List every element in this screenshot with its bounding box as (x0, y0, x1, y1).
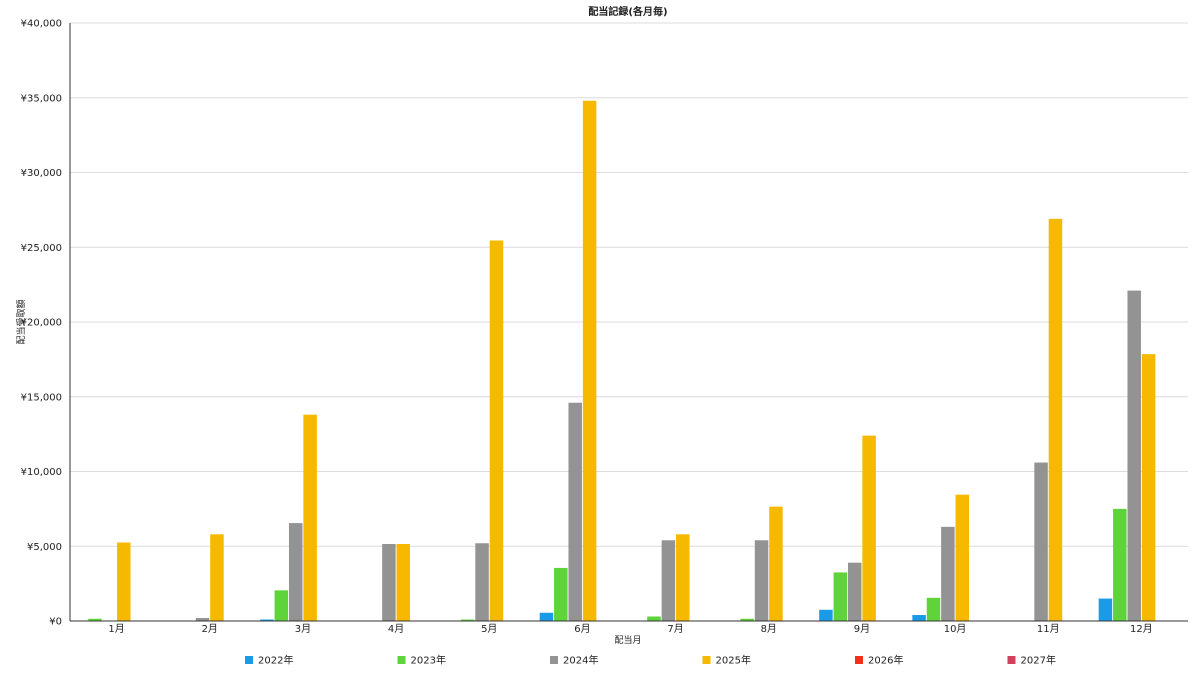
x-tick-label: 5月 (481, 623, 497, 635)
x-tick-label: 10月 (944, 623, 967, 635)
legend-swatch (855, 656, 863, 664)
bar (260, 619, 274, 621)
bar (955, 494, 970, 621)
bar (847, 562, 862, 621)
y-tick-labels: ¥0 ¥5,000 ¥10,000 ¥15,000 ¥20,000 ¥25,000 ¥30,… (21, 19, 62, 628)
x-tick-label: 1月 (108, 623, 124, 635)
bar (274, 590, 289, 621)
y-tick-label: ¥30,000 (21, 168, 62, 179)
x-tick-label: 7月 (667, 623, 683, 635)
bar (396, 544, 411, 621)
legend-label: 2024年 (563, 654, 598, 667)
legend-swatch (702, 656, 711, 664)
bar (568, 402, 582, 621)
bar (195, 618, 210, 621)
y-tick-label: ¥10,000 (21, 467, 62, 478)
bar (676, 534, 690, 621)
legend-label: 2022年 (258, 654, 293, 667)
bar (382, 544, 396, 621)
bar (1034, 462, 1048, 621)
bar (862, 435, 876, 621)
bar (941, 526, 955, 621)
x-axis-title: 配当月 (614, 634, 641, 646)
bar (1141, 354, 1156, 621)
y-tick-label: ¥20,000 (21, 318, 62, 329)
grid-lines (70, 22, 1188, 547)
bar (489, 240, 504, 621)
x-tick-labels: 1月 2月 3月 4月 5月 6月 7月 8月 9月 10月 11月 12月 (108, 623, 1152, 635)
legend-swatch (1007, 656, 1016, 664)
bar (117, 542, 131, 621)
legend-label: 2025年 (716, 654, 751, 667)
bar (647, 616, 661, 621)
bar (754, 540, 769, 621)
bar (88, 618, 102, 621)
legend: 2022年 2023年 2024年 2025年 2026年 2027年 (245, 654, 1056, 667)
bars (88, 100, 1156, 622)
x-tick-label: 8月 (761, 623, 777, 635)
bar (819, 609, 833, 621)
x-tick-label: 3月 (295, 623, 311, 635)
bar (539, 612, 554, 621)
bar (1127, 290, 1141, 621)
bar (912, 615, 926, 621)
bar (1113, 508, 1127, 621)
legend-swatch (397, 656, 406, 664)
legend-swatch (550, 656, 558, 664)
y-tick-label: ¥40,000 (21, 19, 62, 30)
chart-title: 配当記録(各月毎) (588, 5, 667, 18)
bar (661, 540, 676, 621)
bar (833, 572, 848, 621)
y-tick-label: ¥35,000 (21, 93, 62, 104)
y-tick-label: ¥25,000 (21, 243, 62, 254)
y-tick-label: ¥15,000 (21, 392, 62, 403)
bar (210, 534, 224, 621)
x-tick-label: 4月 (388, 623, 404, 635)
y-tick-label: ¥5,000 (27, 542, 62, 553)
legend-label: 2023年 (411, 654, 446, 667)
bar (303, 414, 317, 621)
bar (475, 543, 489, 621)
x-tick-label: 6月 (574, 623, 590, 635)
x-tick-label: 12月 (1130, 623, 1153, 635)
x-tick-label: 9月 (854, 623, 870, 635)
y-tick-label: ¥0 (49, 617, 62, 628)
x-tick-label: 11月 (1037, 623, 1060, 635)
bar (582, 100, 597, 622)
legend-swatch (245, 656, 253, 664)
bar (460, 619, 475, 621)
bar (769, 506, 783, 621)
y-axis-title: 配当受取額 (15, 299, 27, 344)
bar (554, 567, 568, 621)
bar (1098, 598, 1113, 621)
x-tick-label: 2月 (202, 623, 218, 635)
bar (740, 618, 754, 621)
axes (69, 23, 1188, 622)
bar (288, 523, 303, 621)
legend-label: 2027年 (1021, 654, 1056, 667)
bar (926, 597, 941, 621)
legend-label: 2026年 (868, 654, 903, 667)
bar (1048, 218, 1063, 621)
